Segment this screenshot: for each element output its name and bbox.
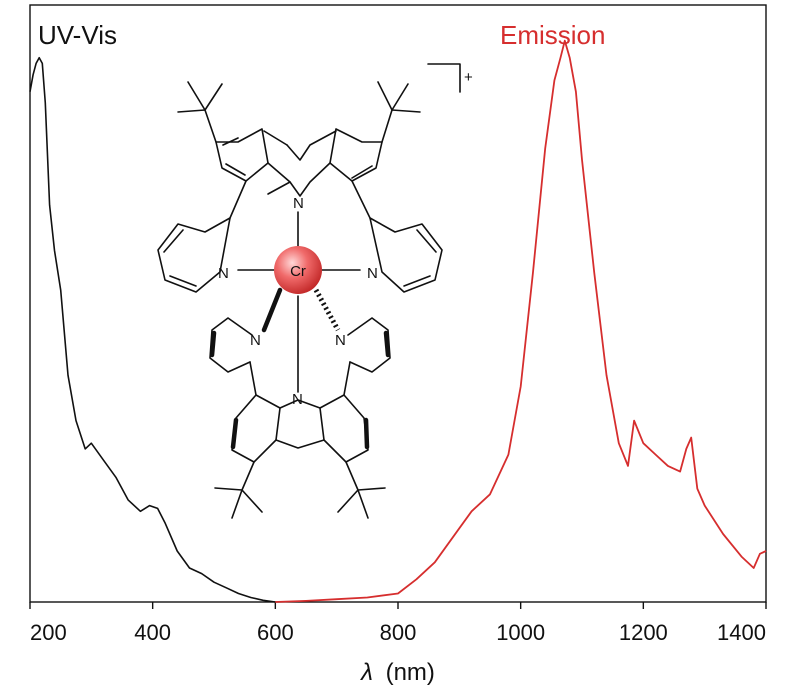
lower-left-pyridine <box>209 317 253 373</box>
nitrogen-label-bottom: N <box>292 391 303 408</box>
charge-bracket <box>427 63 461 93</box>
x-axis-tick-labels: 200 400 600 800 1000 1200 1400 <box>30 620 766 645</box>
x-tick-label-600: 600 <box>257 620 294 645</box>
upper-carbazole <box>177 81 421 219</box>
wedge-bond <box>261 287 283 333</box>
series-label-uv-vis: UV-Vis <box>38 20 117 50</box>
x-tick-label-1000: 1000 <box>496 620 545 645</box>
x-axis-ticks <box>29 602 767 609</box>
nitrogen-label-lower-left: N <box>250 332 261 349</box>
right-pyridine <box>369 217 443 293</box>
lower-carbazole <box>214 361 386 519</box>
nitrogen-label-right: N <box>367 265 378 282</box>
x-tick-label-800: 800 <box>380 620 417 645</box>
x-tick-label-1400: 1400 <box>717 620 766 645</box>
nitrogen-label-lower-right: N <box>335 332 346 349</box>
chromium-label: Cr <box>290 263 306 280</box>
chromium-atom <box>274 246 322 294</box>
hash-bond <box>313 288 341 332</box>
series-label-emission: Emission <box>500 20 605 50</box>
nitrogen-label-left: N <box>218 265 229 282</box>
charge-sign: + <box>464 69 473 86</box>
x-tick-label-1200: 1200 <box>619 620 668 645</box>
series-lines <box>29 39 767 603</box>
x-axis-title-unit: (nm) <box>386 659 435 686</box>
x-axis-title: λ (nm) <box>359 659 435 686</box>
lower-right-pyridine <box>347 317 391 373</box>
x-tick-label-200: 200 <box>30 620 67 645</box>
nitrogen-label-top: N <box>293 195 304 212</box>
series-line-uv-vis <box>29 56 276 603</box>
plot-frame <box>29 4 767 603</box>
x-axis-title-symbol: λ <box>359 659 373 686</box>
left-pyridine <box>157 217 231 293</box>
series-line-emission <box>275 39 767 603</box>
cr-complex-structure: + N N N <box>157 63 473 519</box>
x-tick-label-400: 400 <box>134 620 171 645</box>
